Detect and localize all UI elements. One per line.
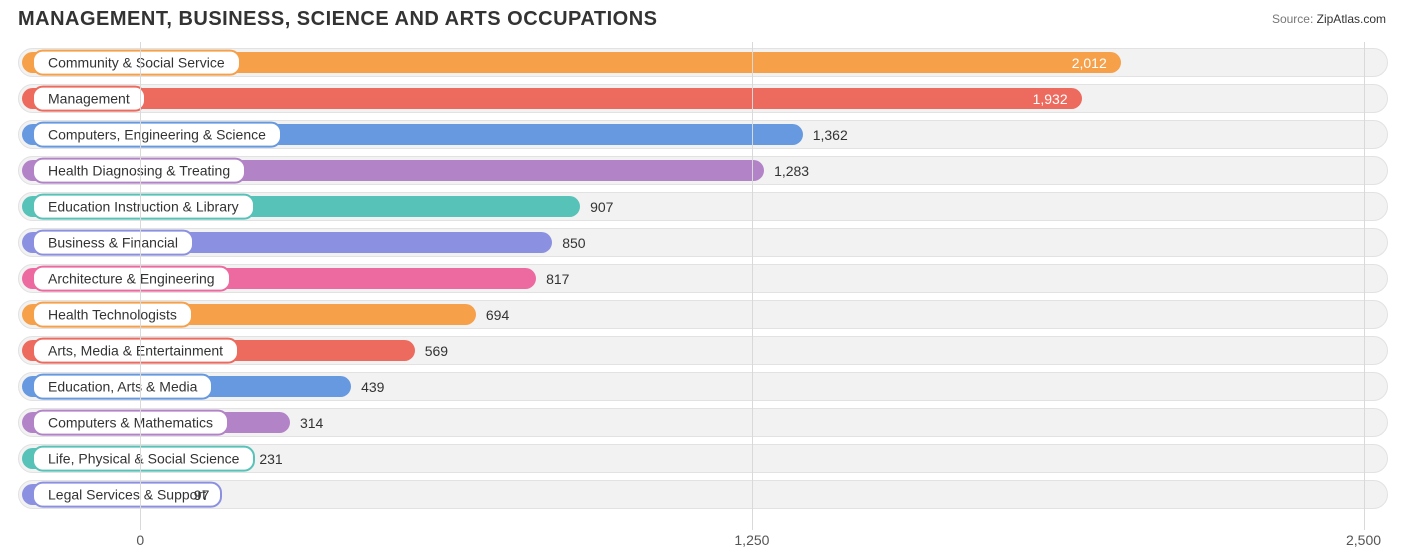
bar-row: Management 1,932 [18,84,1388,113]
gridline [1364,42,1365,530]
bar-value: 907 [590,199,613,215]
bar-value: 1,362 [813,127,848,143]
bar-label: Arts, Media & Entertainment [32,337,239,364]
x-axis-tick: 0 [136,532,144,548]
bar-row: Legal Services & Support97 [18,480,1388,509]
bar-label: Computers & Mathematics [32,409,229,436]
source-site: ZipAtlas.com [1317,12,1386,26]
source-label: Source: [1272,12,1313,26]
bar-row: Health Technologists 694 [18,300,1388,329]
bar-row: Business & Financial 850 [18,228,1388,257]
bars-container: Community & Social Service 2,012 Managemen… [18,48,1388,530]
bar-value: 439 [361,379,384,395]
bar-value: 2,012 [1072,55,1107,71]
bar-value: 231 [259,451,282,467]
bar-row: Education, Arts & Media 439 [18,372,1388,401]
bar-label: Health Technologists [32,301,193,328]
bar-value: 817 [546,271,569,287]
bar-value: 1,283 [774,163,809,179]
bar-row: Education Instruction & Library 907 [18,192,1388,221]
gridline [140,42,141,530]
bar-fill [22,88,1082,109]
bar-row: Life, Physical & Social Science231 [18,444,1388,473]
bar-label: Education Instruction & Library [32,193,255,220]
bar-row: Architecture & Engineering 817 [18,264,1388,293]
bar-row: Arts, Media & Entertainment 569 [18,336,1388,365]
bar-label: Management [32,85,146,112]
chart-title: MANAGEMENT, BUSINESS, SCIENCE AND ARTS O… [18,8,657,31]
x-axis: 0 1,250 2,500 [18,532,1388,554]
bar-value: 1,932 [1033,91,1068,107]
bar-label: Architecture & Engineering [32,265,231,292]
bar-row: Computers & Mathematics 314 [18,408,1388,437]
chart-plot-area: Community & Social Service 2,012 Managemen… [18,42,1388,530]
bar-label: Computers, Engineering & Science [32,121,282,148]
source-attribution: Source: ZipAtlas.com [1272,12,1386,26]
bar-value: 694 [486,307,509,323]
bar-label: Life, Physical & Social Science [32,445,255,472]
bar-track [18,480,1388,509]
bar-label: Community & Social Service [32,49,241,76]
bar-row: Health Diagnosing & Treating 1,283 [18,156,1388,185]
bar-value: 850 [562,235,585,251]
bar-label: Education, Arts & Media [32,373,213,400]
bar-label: Health Diagnosing & Treating [32,157,246,184]
bar-row: Computers, Engineering & Science 1,362 [18,120,1388,149]
bar-value: 97 [194,487,210,503]
x-axis-tick: 1,250 [734,532,769,548]
bar-value: 569 [425,343,448,359]
bar-value: 314 [300,415,323,431]
x-axis-tick: 2,500 [1346,532,1381,548]
bar-row: Community & Social Service 2,012 [18,48,1388,77]
gridline [752,42,753,530]
bar-label: Business & Financial [32,229,194,256]
